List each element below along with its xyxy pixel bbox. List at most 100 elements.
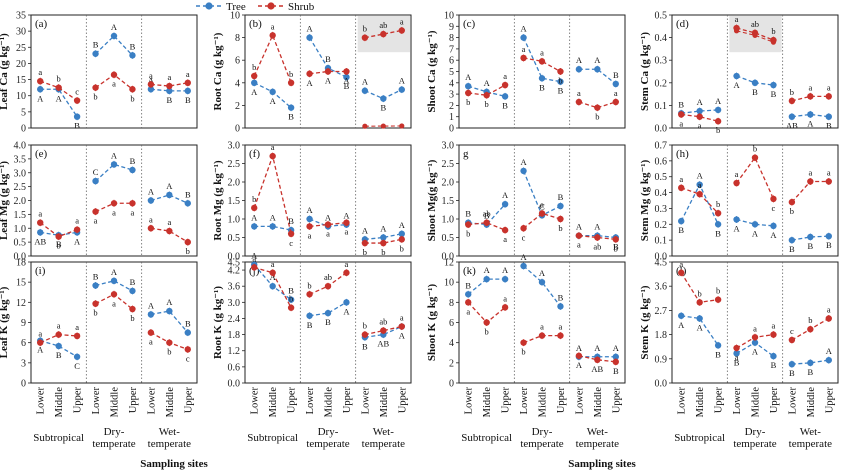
y-tick-label: 10 (16, 91, 26, 102)
significance-letter: B (74, 121, 80, 131)
data-point-shrub (483, 92, 490, 99)
significance-letter: b (130, 93, 134, 103)
data-point-tree (825, 113, 832, 120)
panel-label: (b) (249, 18, 262, 30)
significance-letter: A (576, 55, 583, 65)
x-tick-label: Middle (482, 387, 493, 418)
data-point-shrub (538, 58, 546, 65)
data-point-tree (807, 111, 814, 118)
significance-letter: A (697, 322, 704, 332)
data-point-shrub (696, 113, 703, 120)
data-point-shrub (147, 81, 155, 88)
x-tick-label: Upper (183, 387, 194, 414)
y-tick-label: 3.6 (655, 282, 668, 293)
data-point-tree (343, 73, 350, 81)
y-tick-label: 2 (235, 101, 240, 112)
y-tick-label: 3 (21, 358, 26, 369)
data-point-shrub (483, 319, 490, 326)
x-tick-label: Upper (287, 387, 298, 414)
significance-letter: A (166, 297, 173, 307)
y-tick-label: 30 (16, 27, 26, 38)
y-tick-label: 0.5 (655, 11, 668, 22)
data-point-shrub (55, 84, 62, 91)
y-tick-label: 0 (235, 124, 240, 135)
significance-letter: B (613, 242, 619, 252)
data-point-tree (37, 229, 44, 236)
x-tick-label: Upper (342, 387, 353, 414)
data-point-tree (733, 350, 740, 357)
significance-letter: a (503, 234, 507, 244)
significance-letter: c (772, 203, 776, 213)
x-tick-label: Lower (146, 386, 157, 414)
significance-letter: B (539, 82, 545, 92)
inset-baseline-point (399, 123, 405, 129)
data-point-shrub (110, 200, 118, 207)
significance-letter: a (735, 14, 739, 24)
data-point-shrub (825, 178, 832, 185)
data-point-shrub (501, 304, 509, 311)
data-point-shrub (398, 27, 405, 34)
panel-label: g (463, 148, 469, 160)
y-tick-label: 18 (16, 258, 26, 269)
site-name: Dry- (318, 426, 339, 438)
data-point-shrub (166, 82, 173, 90)
significance-letter: A (770, 230, 777, 240)
significance-letter: a (522, 44, 526, 54)
significance-letter: B (130, 277, 136, 287)
significance-letter: b (130, 313, 134, 323)
y-tick-label: 1.5 (228, 196, 241, 207)
data-point-shrub (733, 344, 740, 352)
inset-baseline-point (380, 123, 386, 129)
significance-letter: c (522, 232, 526, 242)
significance-letter: a (112, 79, 116, 89)
panel-frame (244, 261, 412, 384)
panel-frame (671, 14, 839, 129)
data-point-shrub (92, 208, 99, 215)
significance-letter: B (185, 319, 191, 329)
data-point-shrub (380, 327, 387, 334)
significance-letter: A (594, 55, 601, 65)
x-tick-label: Middle (538, 387, 549, 418)
significance-letter: a (808, 167, 812, 177)
data-point-tree (73, 353, 81, 360)
data-point-tree (825, 232, 832, 240)
panel-j: 0.0 0.6 1.2 1.8 2.4 3.0 3.6 4.24.5 Root K (g kg⁻… (212, 251, 412, 450)
significance-letter: B (185, 189, 191, 199)
panel-frame (244, 14, 412, 129)
significance-letter: B (166, 95, 172, 105)
data-point-tree (287, 104, 295, 111)
significance-letter: A (502, 190, 509, 200)
y-tick-label: 2.4 (228, 314, 241, 325)
series-line-tree (95, 163, 133, 182)
y-tick-label: 6 (449, 318, 454, 329)
data-point-tree (110, 277, 118, 285)
significance-letter: B (771, 89, 777, 99)
inset-baseline-point (362, 123, 368, 129)
x-tick-label: Upper (397, 387, 408, 414)
site-name: Dry- (745, 426, 766, 438)
significance-letter: A (251, 251, 258, 261)
panel-label: (e) (35, 148, 48, 160)
data-point-tree (166, 307, 173, 315)
data-point-tree (110, 32, 118, 40)
x-tick-label: Lower (787, 386, 798, 414)
significance-letter: B (362, 341, 368, 351)
significance-letter: a (112, 207, 116, 217)
series-line-tree (467, 278, 506, 295)
data-point-tree (733, 216, 740, 223)
significance-letter: a (827, 167, 831, 177)
site-name: temperate (520, 438, 563, 450)
significance-letter: b (289, 294, 293, 304)
data-point-shrub (92, 300, 99, 307)
significance-letter: a (827, 82, 831, 92)
y-tick-label: 5 (449, 67, 454, 78)
y-tick-label: 0.4 (655, 188, 668, 199)
significance-letter: A (74, 236, 81, 246)
significance-letter: b (558, 223, 562, 233)
significance-letter: B (678, 225, 684, 235)
significance-letter: b (614, 243, 618, 253)
